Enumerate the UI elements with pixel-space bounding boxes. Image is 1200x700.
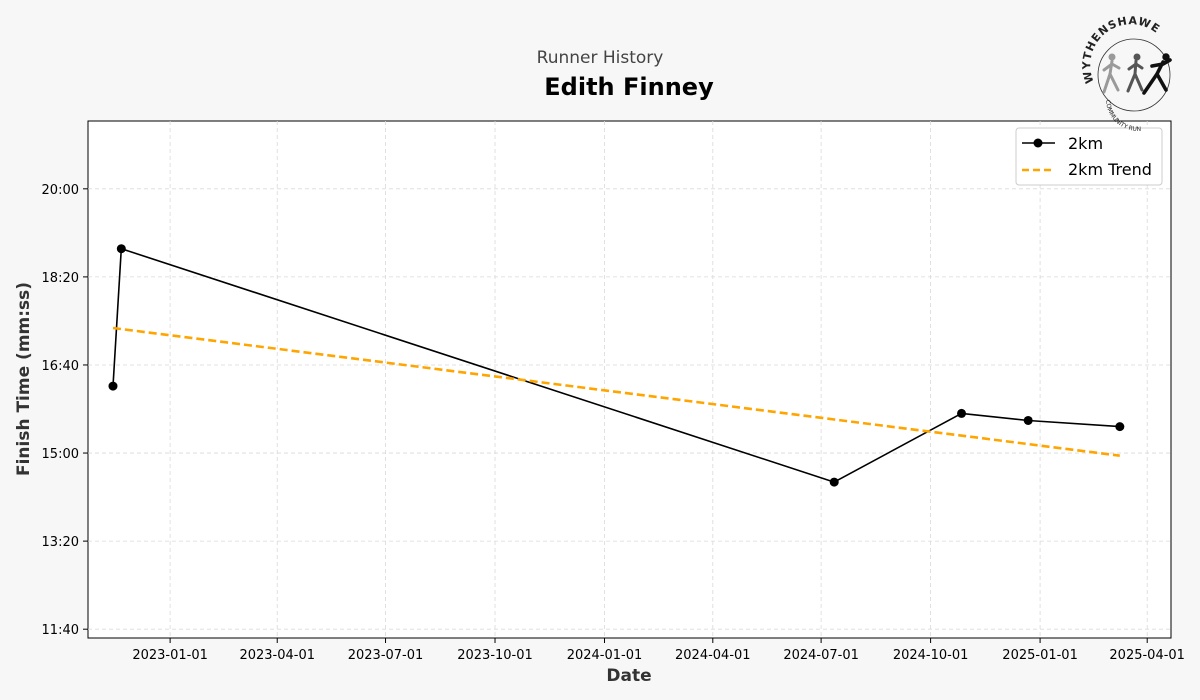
logo-ring: [1097, 38, 1171, 112]
data-point-2km: [957, 408, 967, 418]
plot-area: [87, 120, 1172, 639]
y-tick-label: 11:40: [42, 623, 79, 638]
runner-icon-light: [1102, 53, 1121, 94]
x-tick-label: 2023-01-01: [132, 648, 208, 663]
wythenshawe-logo: WYTHENSHAWE COMMUNITY RUN: [1080, 14, 1172, 133]
x-tick-label: 2025-04-01: [1109, 648, 1185, 663]
legend-trend-label: 2km Trend: [1068, 160, 1152, 179]
x-tick-label: 2024-04-01: [675, 648, 751, 663]
chart-title: Edith Finney: [544, 73, 714, 101]
data-point-2km: [116, 244, 126, 254]
x-axis-title: Date: [606, 666, 651, 686]
data-point-2km: [829, 477, 839, 487]
gridlines: [88, 121, 1171, 638]
y-tick-label: 15:00: [42, 447, 79, 462]
data-point-2km: [1115, 422, 1125, 432]
legend: 2km 2km Trend: [1015, 127, 1163, 186]
y-tick-label: 16:40: [42, 359, 79, 374]
series-layer: [108, 244, 1125, 487]
y-tick-label: 18:20: [42, 271, 79, 286]
series-line-2km: [112, 247, 1120, 483]
x-tick-label: 2024-07-01: [783, 648, 859, 663]
x-tick-label: 2023-07-01: [348, 648, 424, 663]
trend-line-2km: [112, 326, 1120, 457]
legend-2km-marker: [1033, 138, 1043, 148]
x-tick-label: 2023-10-01: [457, 648, 533, 663]
chart-subtitle: Runner History: [537, 48, 664, 68]
legend-2km-label: 2km: [1068, 134, 1103, 153]
x-tick-label: 2024-01-01: [567, 648, 643, 663]
y-tick-label: 20:00: [42, 183, 79, 198]
x-tick-label: 2024-10-01: [893, 648, 969, 663]
y-tick-label: 13:20: [42, 535, 79, 550]
runner-icon-mid: [1126, 53, 1144, 93]
x-axis-ticks: 2023-01-01 2023-04-01 2023-07-01 2023-10-01…: [132, 638, 1185, 663]
logo-name: WYTHENSHAWE: [1080, 14, 1162, 85]
y-axis-title: Finish Time (mm:ss): [14, 282, 34, 476]
x-tick-label: 2023-04-01: [239, 648, 315, 663]
y-axis-ticks: 11:40 13:20 15:00 16:40 18:20 20:00: [42, 183, 88, 638]
data-point-2km: [1023, 415, 1033, 425]
x-tick-label: 2025-01-01: [1002, 648, 1078, 663]
data-point-2km: [108, 381, 118, 391]
runner-icon-dark: [1142, 53, 1172, 95]
